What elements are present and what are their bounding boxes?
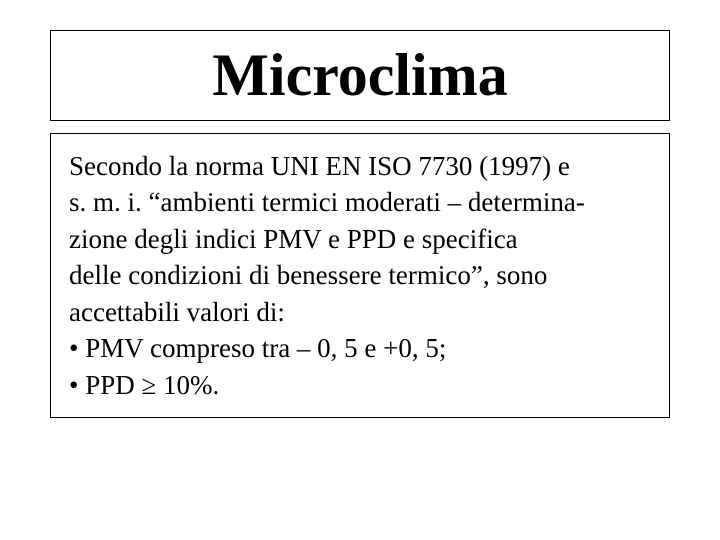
content-container: Secondo la norma UNI EN ISO 7730 (1997) … xyxy=(50,133,670,418)
paragraph-line: zione degli indici PMV e PPD e specifica xyxy=(69,221,651,257)
slide-title: Microclima xyxy=(71,41,649,110)
paragraph-line: s. m. i. “ambienti termici moderati – de… xyxy=(69,184,651,220)
paragraph-line: accettabili valori di: xyxy=(69,294,651,330)
paragraph-line: Secondo la norma UNI EN ISO 7730 (1997) … xyxy=(69,148,651,184)
bullet-item: • PPD ≥ 10%. xyxy=(69,367,651,403)
paragraph-line: delle condizioni di benessere termico”, … xyxy=(69,257,651,293)
title-container: Microclima xyxy=(50,30,670,121)
bullet-item: • PMV compreso tra – 0, 5 e +0, 5; xyxy=(69,330,651,366)
